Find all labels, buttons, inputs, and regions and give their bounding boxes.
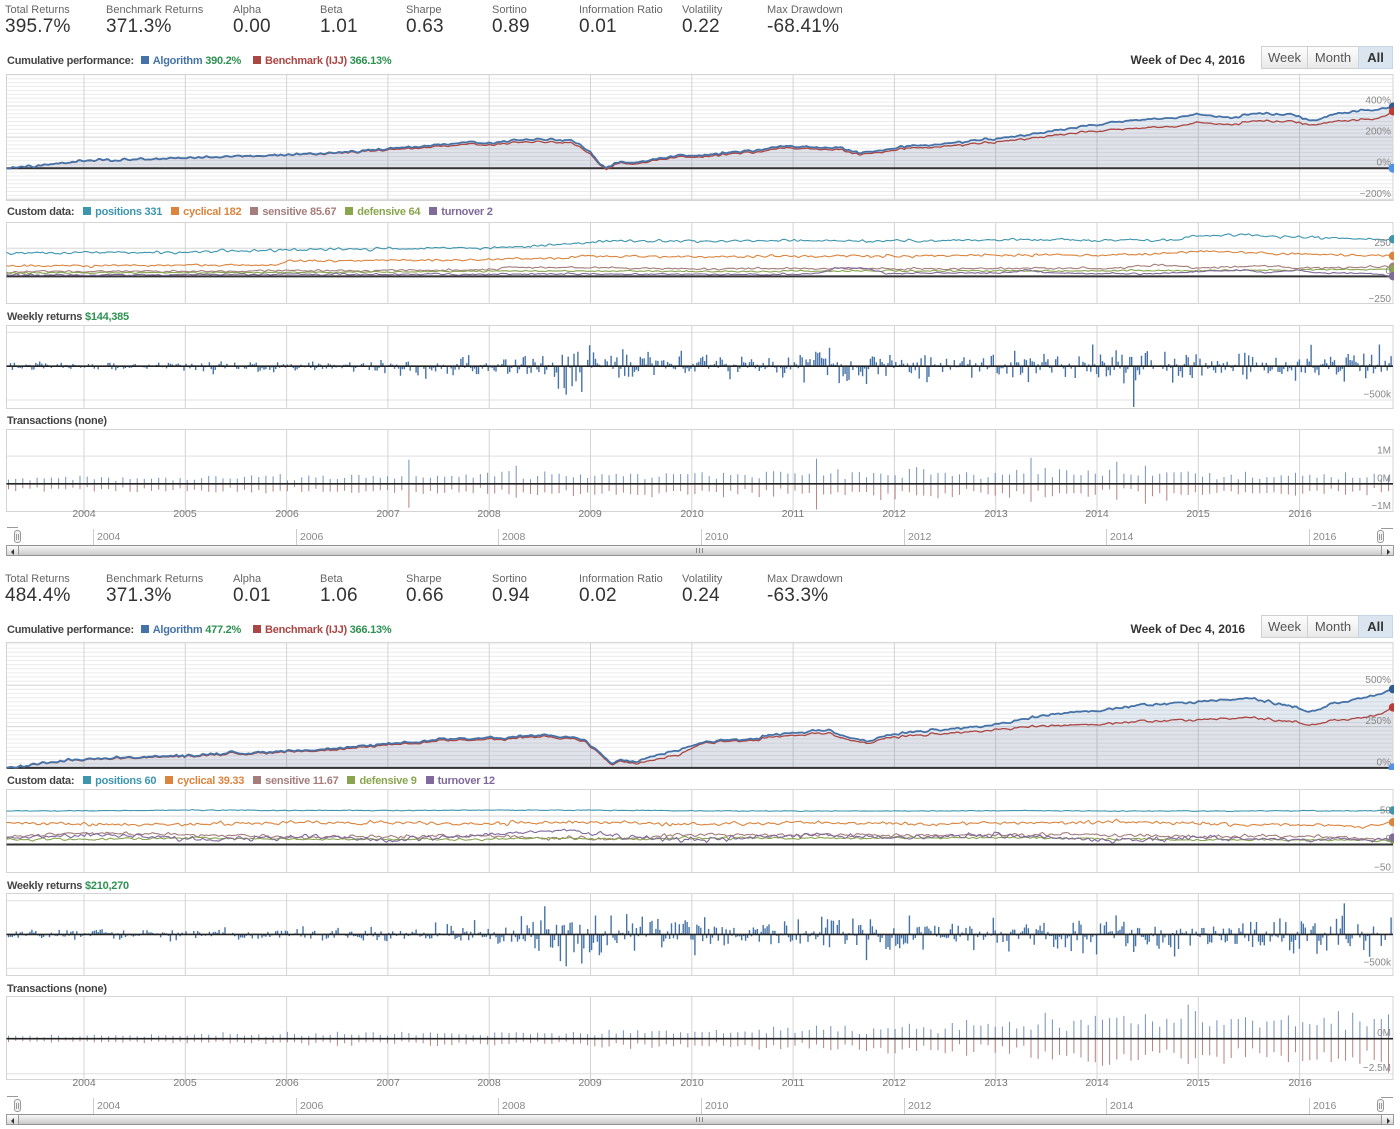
svg-text:50: 50 [1380, 806, 1392, 817]
svg-text:200%: 200% [1365, 127, 1391, 138]
svg-text:400%: 400% [1365, 96, 1391, 107]
svg-text:0%: 0% [1377, 158, 1392, 169]
svg-text:500%: 500% [1365, 675, 1391, 686]
svg-text:250%: 250% [1365, 716, 1391, 727]
svg-text:−2.5M: −2.5M [1363, 1063, 1391, 1074]
svg-text:−50: −50 [1374, 862, 1391, 873]
svg-text:1M: 1M [1377, 446, 1391, 457]
svg-text:−500k: −500k [1363, 958, 1392, 969]
svg-text:−200%: −200% [1360, 189, 1392, 200]
svg-text:−250: −250 [1368, 294, 1391, 305]
svg-text:250: 250 [1374, 238, 1391, 249]
svg-text:0%: 0% [1377, 757, 1392, 768]
svg-text:0: 0 [1385, 834, 1391, 845]
svg-text:−500k: −500k [1363, 390, 1392, 401]
svg-text:0: 0 [1385, 266, 1391, 277]
svg-text:0M: 0M [1377, 1028, 1391, 1039]
svg-text:−1M: −1M [1371, 501, 1391, 512]
svg-text:0M: 0M [1377, 473, 1391, 484]
